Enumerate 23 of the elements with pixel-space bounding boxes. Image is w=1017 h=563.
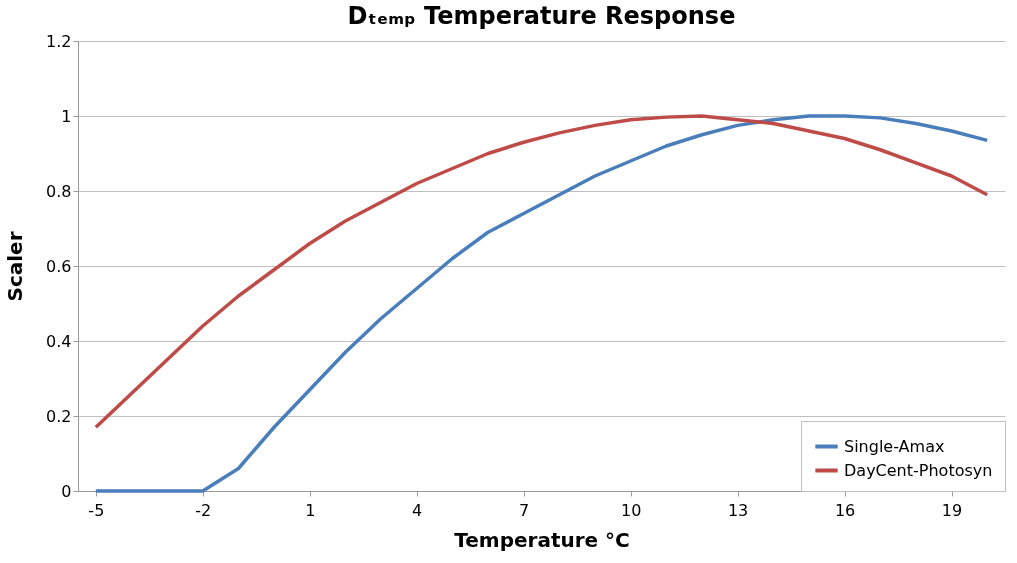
x-tick-label: 4 [412, 500, 423, 520]
x-tick-label: -2 [195, 500, 212, 520]
y-tick-label: 1 [61, 106, 72, 126]
y-tick-label: 1.2 [46, 31, 72, 51]
x-tick-label: 19 [941, 500, 963, 520]
x-tick-label: -5 [88, 500, 105, 520]
chart-title: Dₜₑₘₚ Temperature Response [347, 2, 736, 30]
legend-label: Single-Amax [844, 436, 945, 456]
y-tick-label: 0 [61, 481, 72, 501]
y-tick-label: 0.4 [46, 331, 72, 351]
line-series [94, 114, 989, 429]
x-tick-label: 7 [519, 500, 530, 520]
x-tick-label: 16 [834, 500, 856, 520]
legend-label: DayCent-Photosyn [844, 460, 993, 480]
y-tick-label: 0.6 [46, 256, 72, 276]
x-tick-label: 1 [305, 500, 316, 520]
x-tick-label: 13 [727, 500, 749, 520]
y-tick-label: 0.2 [46, 406, 72, 426]
x-axis-title: Temperature °C [454, 527, 630, 552]
y-tick-label: 0.8 [46, 181, 72, 201]
y-axis-title: Scaler [3, 231, 28, 302]
x-tick-label: 10 [620, 500, 642, 520]
line-series [94, 114, 989, 493]
